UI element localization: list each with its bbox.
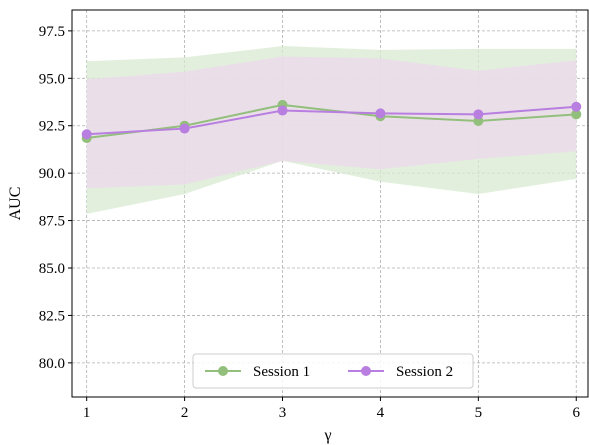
legend: Session 1 Session 2 (192, 353, 474, 389)
line-series-1 (86, 103, 577, 140)
y-tick-label-7: 97.5 (39, 24, 65, 40)
point-series-2-1 (81, 129, 92, 140)
y-tick-label-6: 95.0 (39, 71, 65, 87)
y-tick-label-0: 80.0 (39, 356, 65, 372)
band-series-2 (86, 56, 577, 189)
series-points (81, 99, 582, 144)
legend-box (192, 353, 474, 389)
x-tick-label-5: 6 (573, 405, 581, 421)
y-tick-label-5: 92.5 (39, 119, 65, 135)
series-lines (86, 103, 577, 140)
y-tick-label-3: 87.5 (39, 214, 65, 230)
point-series-2-5 (473, 109, 484, 120)
y-tick-label-4: 90.0 (39, 166, 65, 182)
point-series-1-6 (571, 109, 582, 120)
y-axis-label: AUC (7, 187, 24, 221)
legend-marker-series-2 (361, 366, 371, 376)
y-tick-label-1: 82.5 (39, 308, 65, 324)
x-tick-label-4: 5 (475, 405, 483, 421)
point-series-2-3 (277, 105, 288, 116)
x-tick-label-0: 1 (83, 405, 91, 421)
point-series-2-2 (179, 123, 190, 134)
confidence-bands (86, 46, 577, 214)
legend-marker-series-1 (218, 366, 228, 376)
x-tick-label-3: 4 (377, 405, 385, 421)
line-series-2 (86, 105, 577, 136)
plot-frame (71, 9, 589, 398)
y-tick-label-2: 85.0 (39, 261, 65, 277)
point-series-2-6 (571, 101, 582, 112)
legend-label-series-1: Session 1 (253, 364, 310, 380)
legend-label-series-2: Session 2 (396, 364, 453, 380)
axis-ticks: 1 2 3 4 5 6 80.0 82.5 85.0 87.5 90.0 92.5 95.0 97.5 (39, 24, 581, 421)
x-tick-label-1: 2 (181, 405, 189, 421)
point-series-2-4 (375, 108, 386, 119)
x-tick-label-2: 3 (279, 405, 287, 421)
x-axis-label: γ (323, 427, 331, 444)
